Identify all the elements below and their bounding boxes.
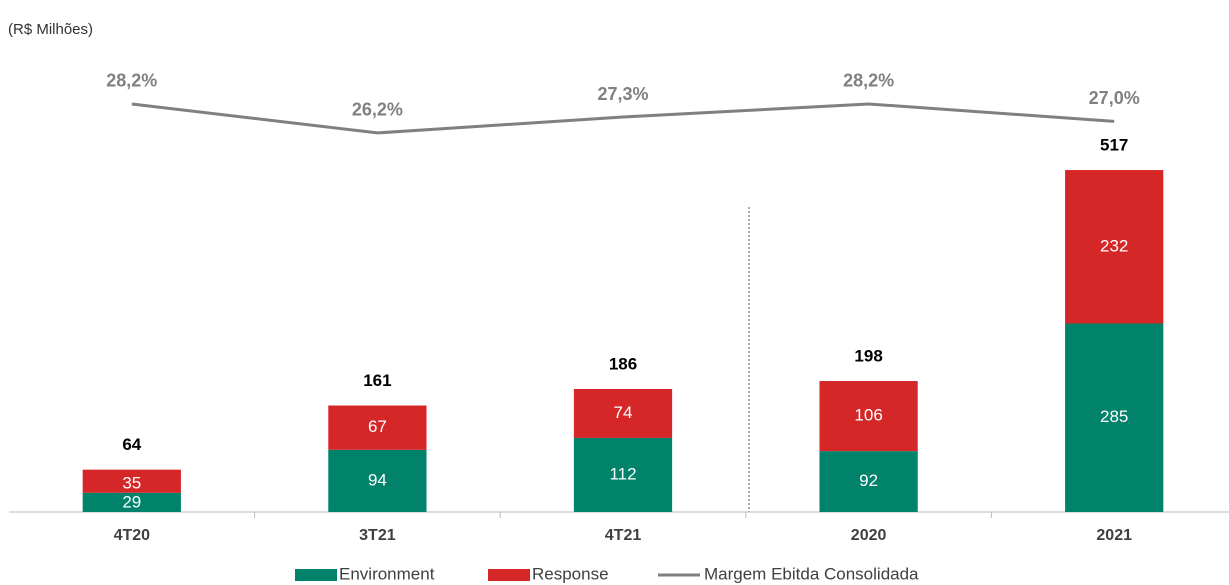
line-label: 28,2% (106, 71, 157, 91)
legend-swatch (295, 569, 337, 581)
legend-label: Response (532, 564, 609, 583)
total-label: 198 (854, 347, 882, 366)
bar-segment (573, 437, 673, 512)
legend-label: Margem Ebitda Consolidada (704, 564, 919, 583)
bar-segment (82, 492, 181, 512)
data-label: 35 (122, 473, 141, 492)
x-tick-label: 3T21 (359, 527, 396, 544)
data-label: 29 (122, 492, 141, 511)
total-label: 517 (1100, 136, 1128, 155)
data-label: 74 (614, 403, 633, 422)
total-label: 64 (122, 435, 141, 454)
line-label: 27,0% (1089, 88, 1140, 108)
data-label: 94 (368, 470, 387, 489)
bar-segment (82, 469, 181, 493)
bar-segment (1065, 170, 1164, 324)
data-label: 67 (368, 417, 387, 436)
line-label: 26,2% (352, 100, 403, 120)
bar-segment (573, 388, 673, 438)
x-tick-label: 4T20 (114, 527, 151, 544)
line-label: 27,3% (597, 84, 648, 104)
data-label: 285 (1100, 407, 1128, 426)
bar-segment (819, 451, 918, 512)
total-label: 186 (609, 354, 637, 373)
subtitle: (R$ Milhões) (8, 21, 93, 38)
line-label: 28,2% (843, 71, 894, 91)
bar-segment (819, 381, 918, 452)
x-tick-label: 4T21 (605, 527, 642, 544)
legend-label: Environment (339, 564, 435, 583)
x-tick-label: 2021 (1096, 527, 1132, 544)
bar-segment (1065, 323, 1164, 512)
x-tick-label: 2020 (851, 527, 887, 544)
total-label: 161 (363, 371, 391, 390)
data-label: 112 (609, 464, 636, 483)
data-label: 232 (1100, 236, 1128, 255)
legend-swatch (488, 569, 530, 581)
data-label: 106 (854, 406, 882, 425)
bar-segment (328, 449, 427, 512)
bar-segment (328, 405, 427, 450)
line-series (131, 102, 1115, 135)
data-label: 92 (859, 471, 878, 490)
